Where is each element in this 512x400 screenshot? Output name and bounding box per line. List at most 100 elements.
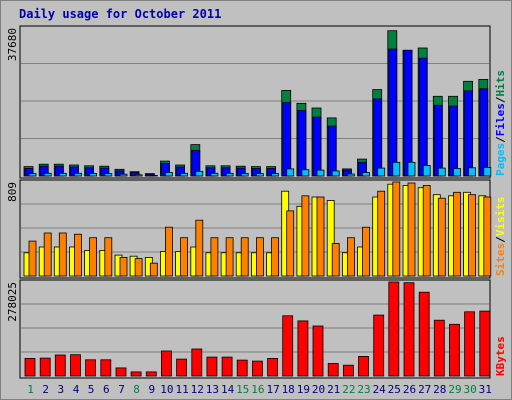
kbytes-bar: [282, 315, 294, 377]
pages-bar: [392, 161, 401, 177]
legend-pages: Pages: [494, 143, 507, 176]
sites-bar: [74, 233, 82, 277]
pages-bar: [74, 172, 82, 177]
pages-bar: [89, 172, 97, 177]
sites-bar: [437, 197, 446, 277]
kbytes-bar: [115, 367, 127, 377]
kbytes-bar: [358, 355, 369, 377]
sites-bar: [225, 237, 234, 277]
x-tick-label: 16: [251, 383, 264, 396]
sites-bar: [164, 226, 173, 277]
kbytes-bar: [160, 350, 172, 377]
sites-bar: [104, 237, 113, 277]
kbytes-bar: [70, 354, 81, 377]
sites-bar: [316, 196, 325, 277]
sites-bar: [362, 226, 370, 277]
kbytes-bar: [297, 320, 309, 377]
legend-visits: Visits: [494, 197, 507, 237]
kbytes-bar: [327, 363, 339, 377]
x-tick-label: 21: [327, 383, 340, 396]
pages-bar: [483, 166, 492, 177]
x-tick-label: 11: [175, 383, 188, 396]
legend-hits: Hits: [494, 70, 507, 97]
kbytes-bar: [418, 291, 430, 377]
x-tick-label: 25: [388, 383, 401, 396]
chart-title: Daily usage for October 2011: [19, 7, 221, 21]
kbytes-bar: [464, 311, 476, 377]
kbytes-bar: [388, 281, 400, 377]
pages-bar: [104, 173, 113, 177]
kbytes-bar: [449, 323, 460, 377]
middle-legend: Sites/Visits: [494, 197, 507, 277]
sites-bar: [180, 237, 189, 277]
kbytes-bar: [24, 357, 36, 377]
x-tick-label: 4: [73, 383, 80, 396]
visits-bar: [326, 200, 335, 277]
pages-bar: [180, 172, 189, 177]
x-tick-label: 27: [418, 383, 431, 396]
sites-bar: [119, 256, 128, 277]
x-tick-label: 9: [148, 383, 155, 396]
pages-bar: [43, 172, 52, 177]
sites-bar: [255, 237, 264, 277]
x-tick-label: 2: [42, 383, 49, 396]
x-tick-label: 8: [133, 383, 140, 396]
sites-bar: [43, 232, 52, 277]
legend-kbytes: KBytes: [494, 336, 507, 376]
pages-bar: [210, 172, 219, 177]
files-bar: [327, 125, 337, 177]
pages-bar: [149, 174, 158, 177]
legend-sep: /: [494, 136, 507, 143]
sites-bar: [422, 184, 431, 277]
sites-bar: [89, 237, 97, 277]
pages-bar: [58, 172, 67, 177]
x-tick-label: 22: [342, 383, 355, 396]
pages-bar: [195, 170, 204, 177]
files-bar: [282, 102, 292, 177]
kbytes-bar: [267, 357, 279, 377]
sites-bar: [301, 195, 310, 277]
x-tick-label: 7: [118, 383, 125, 396]
kbytes-bar: [236, 359, 248, 377]
kbytes-bar: [342, 364, 354, 377]
sites-bar: [58, 232, 67, 277]
sites-bar: [271, 237, 280, 277]
sites-bar: [331, 243, 340, 277]
files-bar: [464, 90, 474, 177]
kbytes-bar: [130, 371, 142, 377]
pages-bar: [453, 168, 461, 177]
sites-bar: [468, 194, 477, 277]
pages-bar: [255, 173, 264, 177]
files-bar: [433, 104, 443, 177]
x-tick-label: 6: [103, 383, 110, 396]
x-tick-label: 18: [282, 383, 295, 396]
pages-bar: [331, 170, 340, 177]
kbytes-bar: [191, 348, 203, 377]
pages-bar: [301, 169, 310, 177]
files-bar: [418, 57, 428, 177]
pages-bar: [240, 172, 249, 177]
pages-bar: [346, 173, 355, 177]
bottom-ymax-label: 278025: [6, 282, 19, 322]
sites-bar: [286, 210, 295, 277]
x-tick-label: 29: [448, 383, 461, 396]
sites-bar: [240, 237, 249, 277]
pages-bar: [286, 168, 295, 177]
kbytes-bar: [312, 325, 324, 377]
legend-files: Files: [494, 103, 507, 136]
x-tick-label: 20: [312, 383, 325, 396]
pages-bar: [377, 167, 386, 177]
sites-bar: [453, 191, 461, 277]
sites-bar: [134, 258, 143, 277]
files-bar: [449, 105, 458, 177]
x-tick-label: 23: [357, 383, 370, 396]
kbytes-bar: [206, 356, 218, 377]
x-axis-labels: 1 2 3 4 5 6 7 8 9 10 11 12 13 14 15 16 17 18 19 20 21 22 23 24 2…: [27, 383, 492, 396]
legend-sep: /: [494, 236, 507, 243]
x-tick-label: 28: [433, 383, 446, 396]
kbytes-bar: [176, 358, 188, 377]
pages-bar: [437, 167, 446, 177]
pages-bar: [225, 172, 234, 177]
pages-bar: [362, 172, 370, 177]
files-bar: [403, 49, 413, 177]
